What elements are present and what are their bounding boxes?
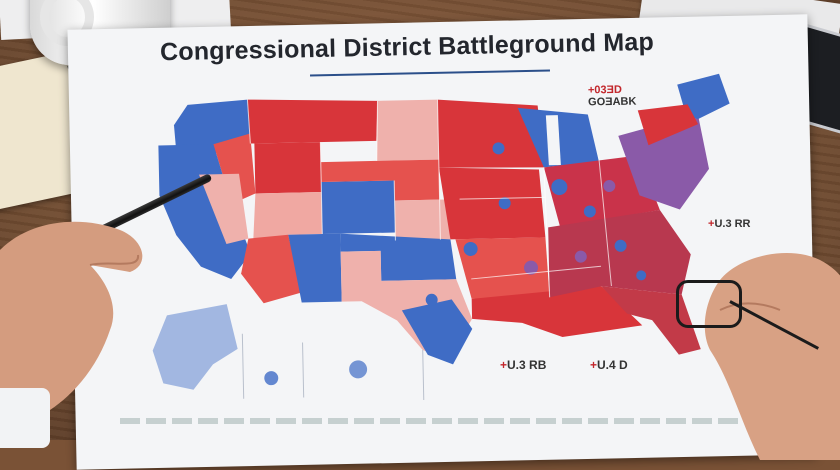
map-region-territory (349, 360, 368, 379)
map-region-iowa-missouri (438, 167, 546, 240)
legend-bottom-2-prefix: + (590, 358, 598, 372)
legend-right-prefix: + (708, 218, 715, 230)
map-region-arkansas (455, 237, 550, 299)
map-region-california (158, 144, 251, 279)
map-region-texas-south (401, 299, 473, 365)
map-district-blue (614, 239, 627, 252)
us-district-map (152, 73, 730, 400)
map-region-northeast-red (637, 104, 699, 146)
legend-bottom-1: +U.3 RB (500, 358, 546, 372)
map-district-blue (551, 179, 568, 196)
map-region-new-mexico (288, 233, 342, 303)
legend-bottom-2: +U.4 D (590, 358, 628, 372)
map-region-idaho (213, 133, 256, 204)
map-region-deep-south (471, 286, 643, 338)
map-region-nebraska (320, 159, 440, 201)
map-region-dakotas (376, 99, 439, 161)
legend-top-line2: GOƎABK (588, 95, 637, 109)
map-region-mid-atlantic (618, 114, 709, 210)
map-region-wyoming (254, 142, 322, 194)
left-hand (0, 221, 143, 435)
map-region-lake-michigan (545, 115, 561, 166)
map-region-colorado (321, 180, 396, 235)
legend-bottom-1-prefix: + (500, 358, 508, 372)
map-district-blue (425, 293, 438, 306)
map-region-upper-midwest (437, 99, 544, 168)
legend-top: +03ƎD GOƎABK (588, 84, 637, 109)
map-district-blue (492, 142, 505, 155)
map-district-purple (603, 180, 616, 193)
map-district-blue (583, 205, 596, 218)
mug-handle (40, 0, 94, 46)
map-district-purple (574, 250, 587, 263)
map-region-southeast (548, 209, 691, 298)
map-region-nevada (199, 173, 249, 245)
map-region-montana (247, 99, 378, 144)
legend-right-text: U.3 RR (714, 218, 751, 230)
map-district-purple (524, 260, 539, 275)
map-fineprint (120, 418, 740, 424)
right-hand (704, 253, 840, 460)
map-region-new-england (677, 73, 730, 120)
map-district-blue (498, 197, 511, 210)
legend-bottom-1-text: U.3 RB (507, 358, 547, 372)
map-district-blue (463, 241, 478, 256)
map-region-arizona (241, 234, 302, 304)
legend-right: +U.3 RR (708, 218, 751, 230)
map-region-alaska (152, 304, 238, 390)
legend-bottom-2-text: U.4 D (597, 358, 628, 372)
map-region-florida (601, 286, 701, 355)
map-region-hawaii (264, 371, 279, 386)
map-region-oklahoma (340, 233, 457, 281)
legend-top-line1: +03ƎD (587, 83, 622, 97)
map-region-kansas (394, 199, 451, 241)
shirt-cuff (0, 388, 50, 448)
map-district-blue (636, 270, 647, 281)
eyeglasses (676, 280, 742, 328)
